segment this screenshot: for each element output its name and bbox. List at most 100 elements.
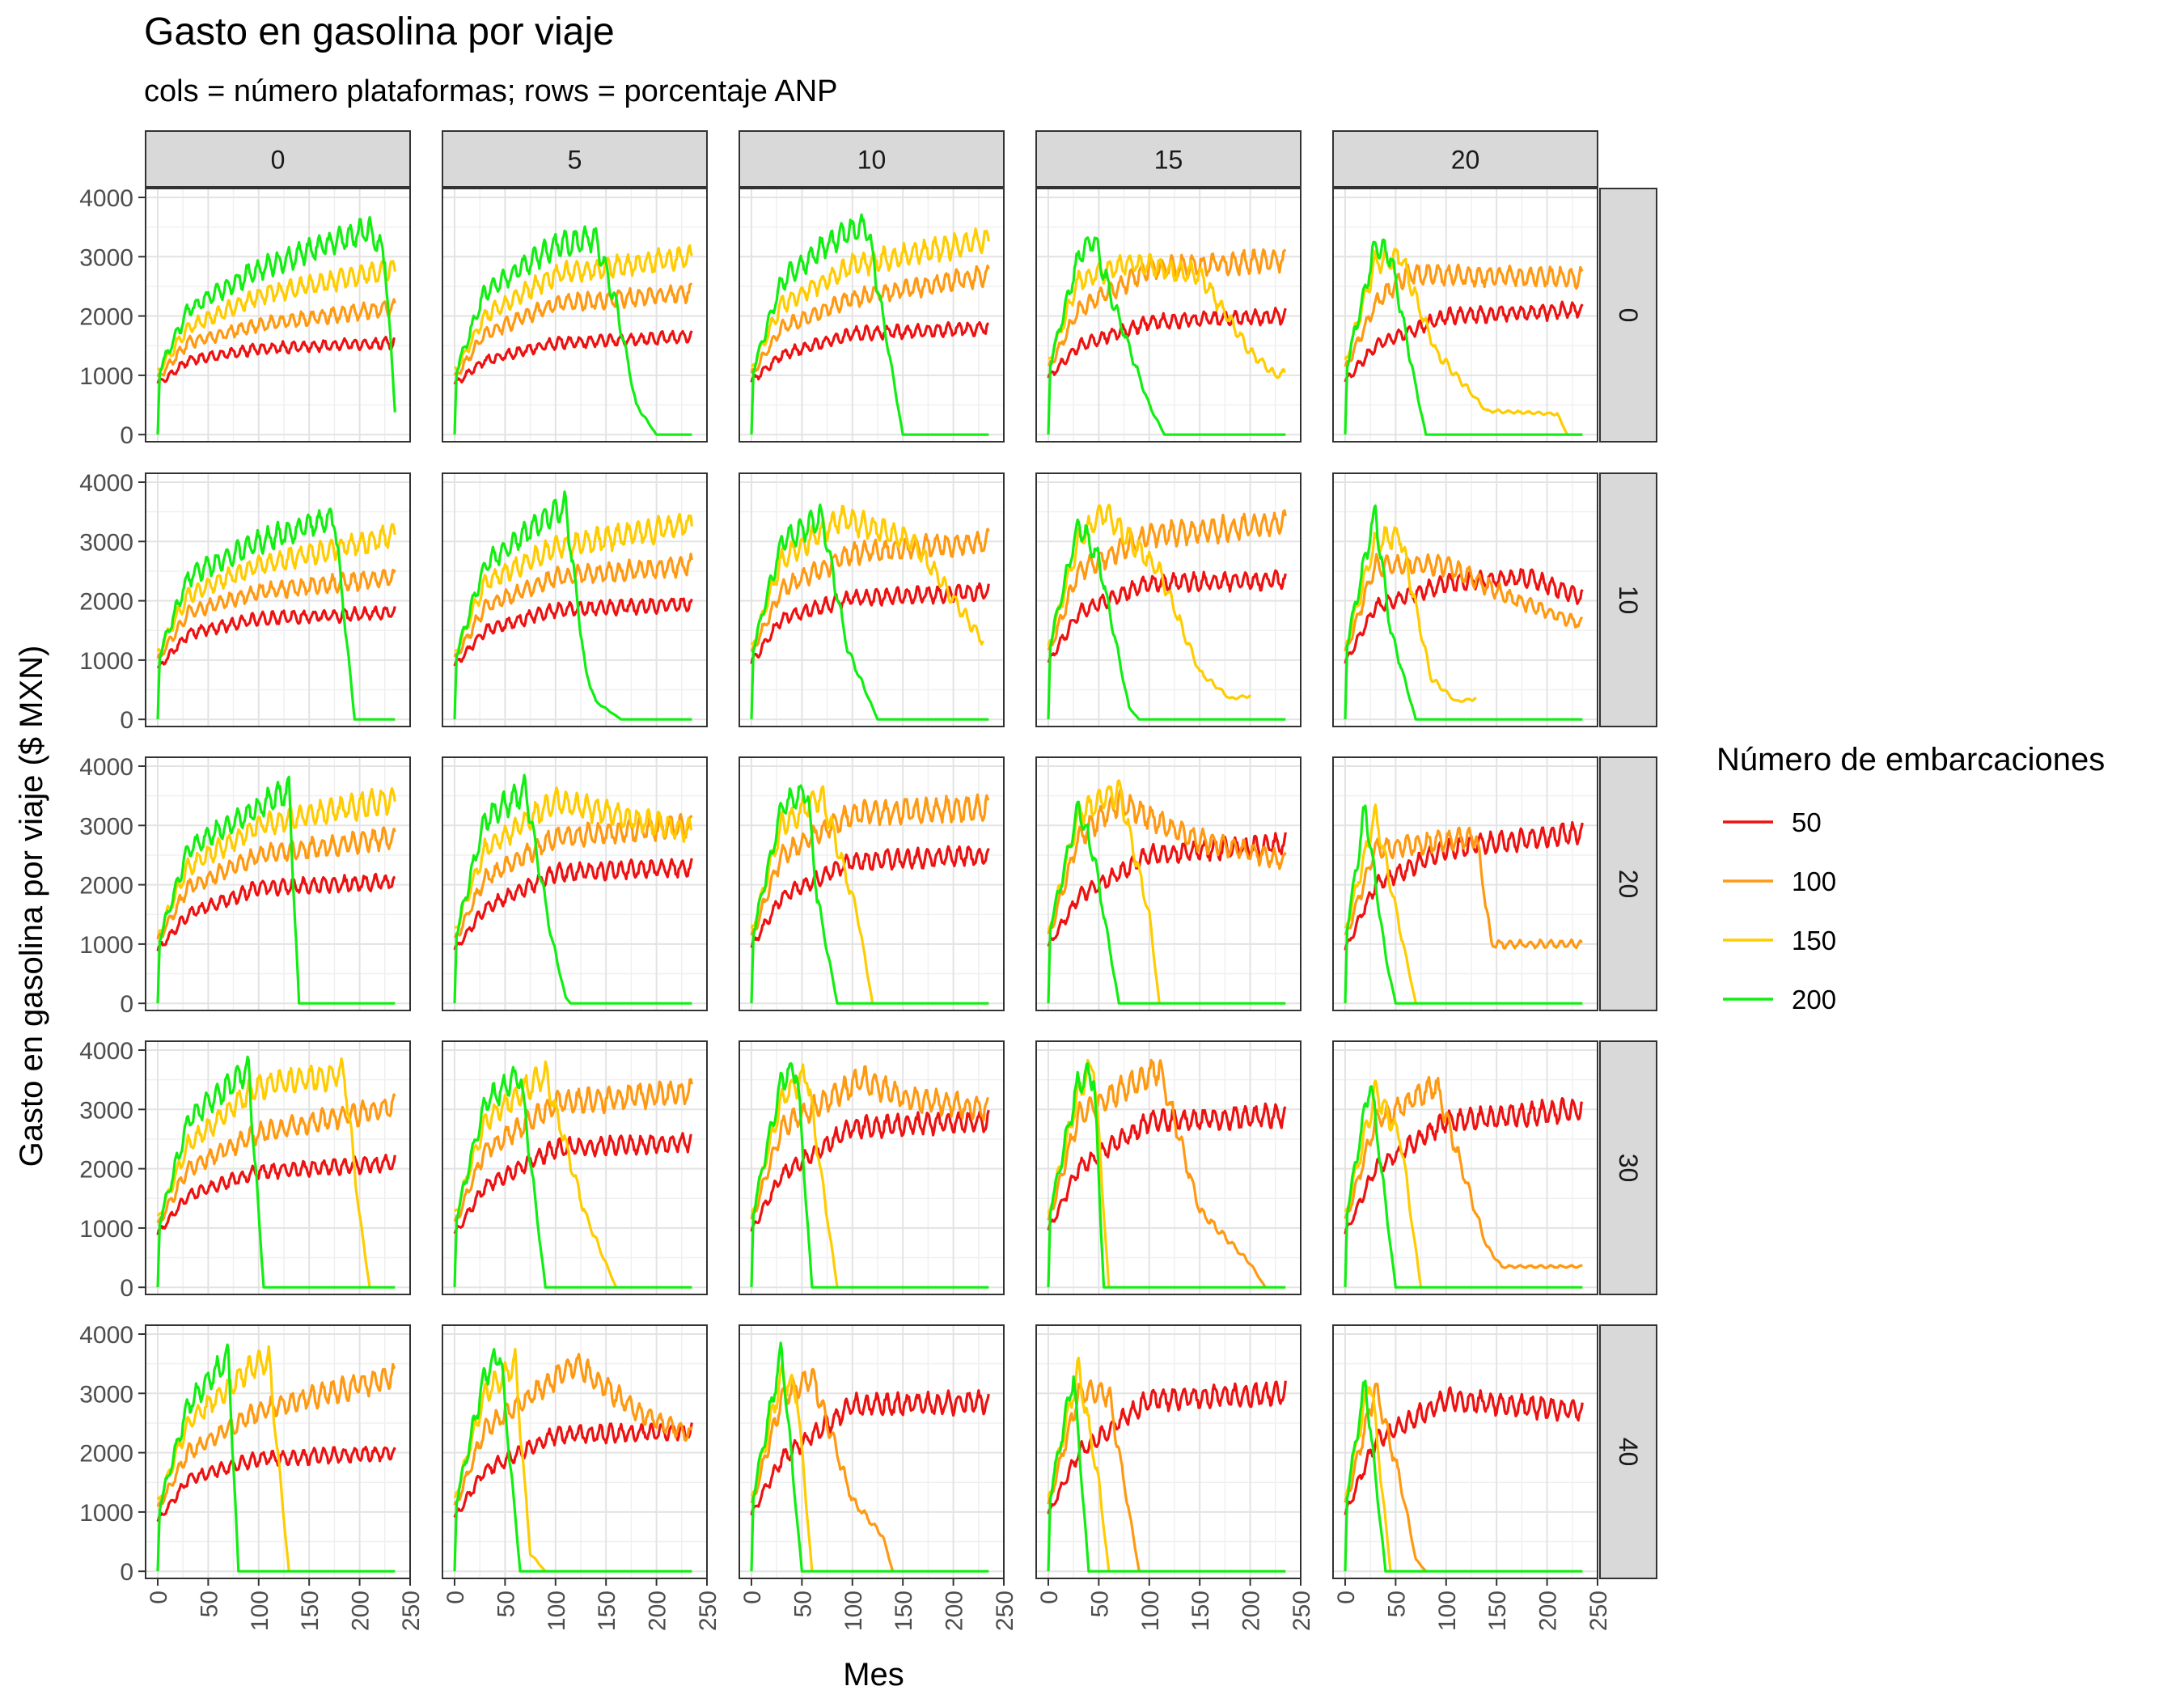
panel-border — [442, 1324, 708, 1579]
panel-background — [739, 473, 1004, 727]
series-line-200 — [750, 784, 989, 1005]
x-tick-label: 100 — [1137, 1591, 1164, 1631]
series-line-50 — [1344, 820, 1584, 951]
legend-title: Número de embarcaciones — [1716, 742, 2105, 777]
series-line-200 — [156, 507, 396, 721]
panel-row20-col15 — [1035, 756, 1302, 1011]
series-line-150 — [750, 504, 985, 646]
y-tick-label: 0 — [120, 1559, 133, 1586]
legend-label-50: 50 — [1792, 807, 1822, 837]
series-line-100 — [453, 553, 693, 658]
facet-strip-col-15 — [1035, 130, 1302, 188]
series-line-150 — [751, 227, 990, 368]
series-line-200 — [750, 1341, 989, 1573]
facet-strip-row-30 — [1599, 1040, 1657, 1295]
series-line-50 — [1047, 569, 1287, 663]
facet-strip-col-label: 0 — [271, 146, 286, 175]
y-tick-label: 0 — [120, 1275, 133, 1302]
panel-border — [1332, 472, 1598, 727]
series-line-50 — [156, 605, 396, 669]
series-line-200 — [1047, 1061, 1286, 1289]
series-line-50 — [750, 845, 990, 948]
y-tick-label: 1000 — [79, 648, 133, 675]
y-tick-label: 3000 — [79, 244, 133, 271]
panel-row30-col15 — [1035, 1040, 1302, 1295]
x-tick-label: 100 — [247, 1591, 273, 1631]
y-tick-label: 3000 — [79, 1097, 133, 1124]
panel-border — [145, 472, 411, 727]
panel-row30-col5 — [442, 1040, 708, 1295]
series-line-200 — [453, 1348, 692, 1573]
y-tick-label: 1000 — [79, 1500, 133, 1527]
series-line-200 — [750, 503, 989, 721]
series-line-200 — [156, 775, 396, 1005]
y-tick-label: 4000 — [79, 470, 133, 497]
facet-strip-col-0 — [145, 130, 411, 188]
series-line-50 — [1344, 568, 1584, 664]
series-line-150 — [156, 1057, 371, 1288]
panel-border — [1332, 1324, 1598, 1579]
x-tick-label: 100 — [840, 1591, 867, 1631]
y-tick-label: 1000 — [79, 363, 133, 390]
panel-border — [739, 1040, 1005, 1295]
y-tick-label: 3000 — [79, 529, 133, 556]
facet-panels: 0 5 10 15 2001020304001000200030004000010002… — [79, 130, 1657, 1631]
facet-strip-row-20 — [1599, 756, 1657, 1011]
legend-label-200: 200 — [1792, 985, 1836, 1015]
series-line-100 — [1344, 1382, 1428, 1573]
panel-border — [1332, 1040, 1598, 1295]
panel-background — [739, 757, 1004, 1010]
y-tick-label: 1000 — [79, 932, 133, 959]
panel-row20-col0: 0 1000 2000 3000 4000 — [79, 754, 411, 1018]
panel-border — [739, 472, 1005, 727]
x-tick-label: 0 — [1036, 1591, 1063, 1604]
panel-row10-col10 — [739, 472, 1005, 727]
facet-strip-col-20 — [1332, 130, 1598, 188]
series-line-150 — [1047, 1356, 1111, 1572]
series-line-200 — [1047, 1375, 1286, 1573]
series-line-150 — [157, 786, 396, 934]
series-line-150 — [1344, 803, 1417, 1004]
y-tick-label: 2000 — [79, 304, 133, 331]
series-line-100 — [453, 1353, 693, 1506]
series-line-100 — [1344, 826, 1583, 950]
series-line-200 — [1344, 1085, 1583, 1289]
panel-background — [1036, 757, 1301, 1010]
panel-row30-col20 — [1332, 1040, 1598, 1295]
panel-row0-col15 — [1035, 188, 1302, 443]
series-line-100 — [750, 1367, 895, 1572]
facet-strip-row-label: 10 — [1614, 586, 1643, 615]
panel-row20-col20 — [1332, 756, 1598, 1011]
panel-row40-col15: 0 50 100 150 200 250 — [1035, 1324, 1315, 1631]
panel-background — [739, 189, 1004, 442]
series-line-200 — [453, 225, 692, 436]
y-tick-label: 4000 — [79, 754, 133, 781]
panel-border — [1035, 756, 1302, 1011]
panel-border — [739, 1324, 1005, 1579]
series-line-100 — [453, 1078, 693, 1222]
panel-row20-col10 — [739, 756, 1005, 1011]
series-line-200 — [156, 215, 396, 435]
y-axis-title: Gasto en gasolina por viaje ($ MXN) — [14, 646, 49, 1167]
x-tick-label: 150 — [594, 1591, 620, 1631]
panel-border — [145, 1324, 411, 1579]
series-line-50 — [1047, 1380, 1287, 1514]
x-tick-label: 250 — [1289, 1591, 1315, 1631]
panel-background — [442, 1041, 707, 1294]
series-line-50 — [453, 1132, 692, 1235]
series-line-100 — [750, 264, 990, 374]
panel-row0-col10 — [739, 188, 1005, 443]
series-line-50 — [156, 872, 396, 951]
series-line-100 — [750, 793, 990, 936]
x-tick-label: 200 — [348, 1591, 375, 1631]
x-tick-label: 0 — [739, 1591, 766, 1604]
panel-row40-col0: 0 1000 2000 3000 4000 0 50 100 150 200 250 — [79, 1322, 425, 1631]
series-line-100 — [1344, 553, 1584, 652]
series-line-50 — [750, 582, 990, 664]
panel-row0-col0: 0 1000 2000 3000 4000 — [79, 185, 411, 449]
panel-background — [1333, 189, 1598, 442]
facet-strip-col-10 — [739, 130, 1005, 188]
series-line-200 — [750, 1061, 989, 1289]
series-line-200 — [1344, 804, 1583, 1005]
